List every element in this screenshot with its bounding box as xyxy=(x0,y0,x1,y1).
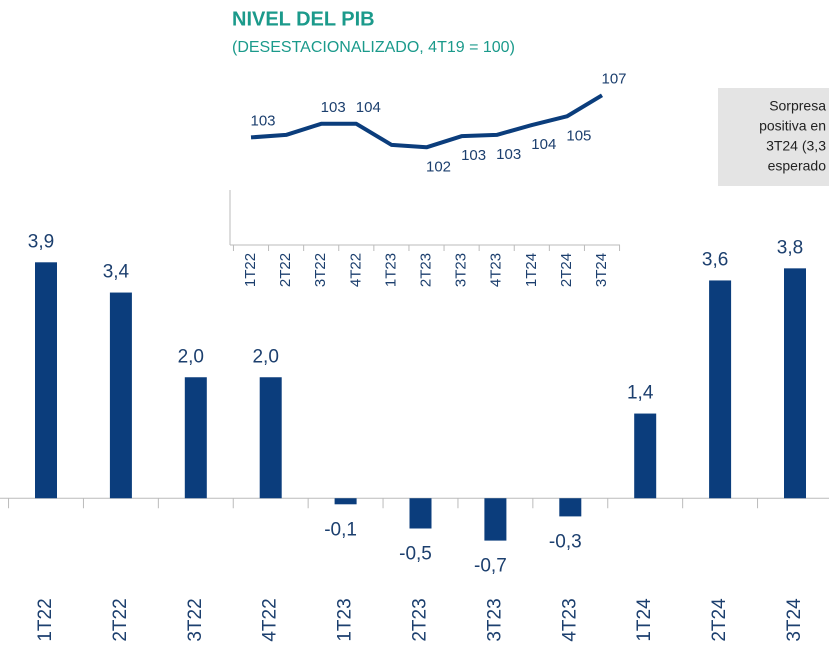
value-label: 3,4 xyxy=(103,262,130,283)
bar xyxy=(709,280,732,499)
x-tick-label: 2T23 xyxy=(410,598,431,641)
bar xyxy=(409,498,432,529)
bar xyxy=(35,262,57,499)
annotation: 3T24 (3,3 xyxy=(766,138,826,154)
value-label: 103 xyxy=(496,146,521,163)
value-label: 103 xyxy=(321,99,346,116)
value-label: 1,4 xyxy=(627,383,654,404)
value-label: 3,8 xyxy=(777,237,803,258)
value-label: 2,0 xyxy=(252,346,278,367)
x-tick-label: 4T22 xyxy=(347,253,364,287)
x-tick-label: 3T22 xyxy=(312,253,329,287)
x-tick-label: 1T24 xyxy=(634,598,655,642)
bar xyxy=(634,413,657,499)
value-label: -0,3 xyxy=(549,531,582,552)
x-tick-label: 1T22 xyxy=(242,253,259,287)
x-tick-label: 3T22 xyxy=(185,598,206,641)
inset-subtitle: (DESESTACIONALIZADO, 4T19 = 100) xyxy=(232,39,515,56)
inset-title: NIVEL DEL PIB xyxy=(232,8,375,30)
value-label: -0,5 xyxy=(399,544,432,565)
bar xyxy=(334,498,357,505)
x-tick-label: 2T22 xyxy=(110,598,131,641)
x-tick-label: 3T24 xyxy=(784,598,805,642)
x-tick-label: 2T23 xyxy=(417,253,434,287)
annotation: esperado xyxy=(768,158,827,174)
value-label: 3,6 xyxy=(702,249,728,270)
bar xyxy=(184,377,207,499)
annotation: Sorpresa xyxy=(769,98,826,114)
value-label: 2,0 xyxy=(178,346,204,367)
bar xyxy=(484,498,507,541)
x-tick-label: 2T22 xyxy=(277,253,294,287)
value-label: 103 xyxy=(461,147,486,164)
value-label: 3,9 xyxy=(28,231,54,252)
value-label: 104 xyxy=(531,136,556,153)
value-label: -0,1 xyxy=(324,519,357,540)
value-label: 105 xyxy=(566,127,591,144)
value-label: 107 xyxy=(601,70,626,87)
annotation-box xyxy=(718,88,829,186)
x-tick-label: 4T23 xyxy=(488,253,505,287)
value-label: 103 xyxy=(250,112,275,129)
x-tick-label: 3T24 xyxy=(593,253,610,287)
x-tick-label: 3T23 xyxy=(484,598,505,641)
x-tick-label: 1T23 xyxy=(335,598,356,641)
x-tick-label: 2T24 xyxy=(558,253,575,287)
bar xyxy=(784,268,806,499)
bar xyxy=(259,377,282,499)
annotation: positiva en xyxy=(759,118,826,134)
x-tick-label: 1T23 xyxy=(382,253,399,287)
x-tick-label: 2T24 xyxy=(709,598,730,642)
bar xyxy=(109,292,132,499)
x-tick-label: 4T23 xyxy=(559,598,580,641)
line xyxy=(250,93,604,150)
x-tick-label: 3T23 xyxy=(453,253,470,287)
x-tick-label: 4T22 xyxy=(260,598,281,641)
value-label: -0,7 xyxy=(474,556,507,577)
value-label: 102 xyxy=(426,158,451,175)
value-label: 104 xyxy=(356,99,381,116)
x-tick-label: 1T24 xyxy=(523,253,540,287)
x-tick-label: 1T22 xyxy=(35,598,56,641)
bar xyxy=(559,498,582,517)
